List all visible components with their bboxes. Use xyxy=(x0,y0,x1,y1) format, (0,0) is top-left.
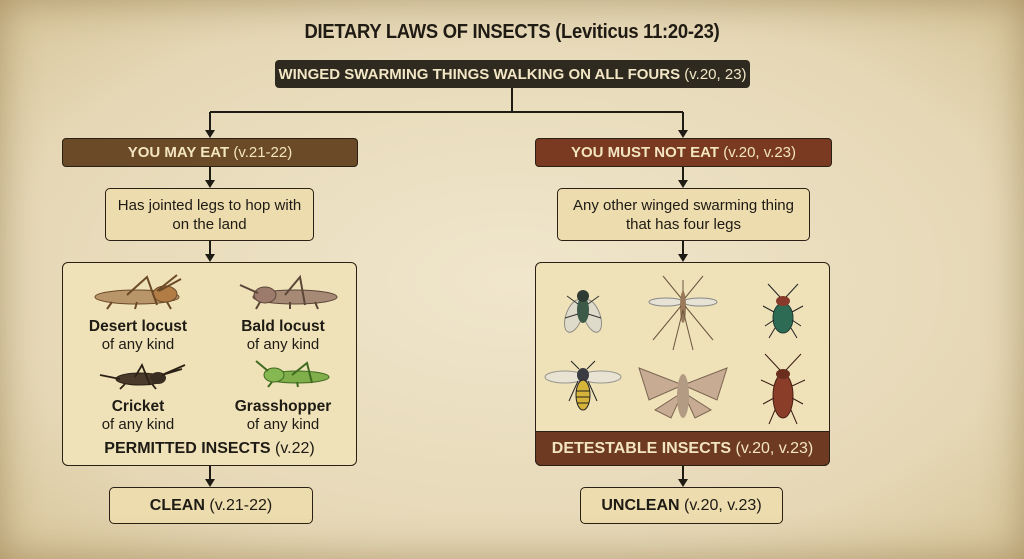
must-not-eat-ref: (v.20, v.23) xyxy=(723,144,797,161)
permitted-insect-illustrations xyxy=(94,274,338,390)
insect-sub: of any kind xyxy=(246,416,320,433)
arrow-head-icon xyxy=(205,479,215,487)
insect-sub: of any kind xyxy=(246,336,320,353)
insect-desert-locust: Desert locust of any kind xyxy=(68,318,208,354)
root-node: WINGED SWARMING THINGS WALKING ON ALL FO… xyxy=(275,60,750,88)
arrow-head-icon xyxy=(205,130,215,138)
desert-locust-icon xyxy=(94,274,182,310)
clean-result: CLEAN (v.21-22) xyxy=(109,487,313,524)
may-eat-header: YOU MAY EAT (v.21-22) xyxy=(62,138,358,167)
insect-name: Bald locust xyxy=(241,318,325,335)
insect-sub: of any kind xyxy=(101,336,175,353)
permitted-insects-label: PERMITTED INSECTS (v.22) xyxy=(62,438,357,460)
unclean-label: UNCLEAN xyxy=(601,497,680,514)
insect-bald-locust: Bald locust of any kind xyxy=(213,318,353,354)
permitted-label-text: PERMITTED INSECTS xyxy=(104,440,271,457)
permitted-label-ref: (v.22) xyxy=(274,440,315,457)
detestable-label-ref: (v.20, v.23) xyxy=(735,439,814,457)
clean-ref: (v.21-22) xyxy=(209,497,273,514)
unclean-criterion: Any other winged swarming thing that has… xyxy=(557,188,810,241)
insect-cricket: Cricket of any kind xyxy=(68,398,208,434)
root-label: WINGED SWARMING THINGS WALKING ON ALL FO… xyxy=(278,65,681,83)
arrow-head-icon xyxy=(678,479,688,487)
beetle-icon xyxy=(762,283,804,339)
wasp-icon xyxy=(544,360,622,411)
detestable-label-text: DETESTABLE INSECTS xyxy=(551,439,732,457)
detestable-insect-illustrations xyxy=(544,275,806,425)
page-title: DIETARY LAWS OF INSECTS (Leviticus 11:20… xyxy=(304,20,720,43)
arrow-head-icon xyxy=(678,130,688,138)
insect-name: Grasshopper xyxy=(234,398,332,415)
unclean-result: UNCLEAN (v.20, v.23) xyxy=(580,487,783,524)
must-not-eat-header: YOU MUST NOT EAT (v.20, v.23) xyxy=(535,138,832,167)
grasshopper-icon xyxy=(255,360,330,388)
root-ref: (v.20, 23) xyxy=(684,65,747,83)
arrow-head-icon xyxy=(678,180,688,188)
moth-icon xyxy=(638,367,728,419)
clean-criterion: Has jointed legs to hop with on the land xyxy=(105,188,314,241)
arrow-head-icon xyxy=(205,180,215,188)
arrow-head-icon xyxy=(678,254,688,262)
cockroach-icon xyxy=(760,353,806,425)
insect-grasshopper: Grasshopper of any kind xyxy=(213,398,353,434)
insect-name: Cricket xyxy=(111,398,165,415)
may-eat-label: YOU MAY EAT xyxy=(127,144,230,161)
unclean-ref: (v.20, v.23) xyxy=(684,497,762,514)
insect-name: Desert locust xyxy=(88,318,188,335)
cricket-icon xyxy=(99,362,186,390)
may-eat-ref: (v.21-22) xyxy=(233,144,293,161)
insect-sub: of any kind xyxy=(101,416,175,433)
must-not-eat-label: YOU MUST NOT EAT xyxy=(570,144,720,161)
fly-icon xyxy=(563,290,603,333)
clean-label: CLEAN xyxy=(149,497,205,514)
bald-locust-icon xyxy=(239,274,338,310)
detestable-insects-label: DETESTABLE INSECTS (v.20, v.23) xyxy=(535,431,830,466)
mosquito-icon xyxy=(648,275,718,351)
arrow-head-icon xyxy=(205,254,215,262)
